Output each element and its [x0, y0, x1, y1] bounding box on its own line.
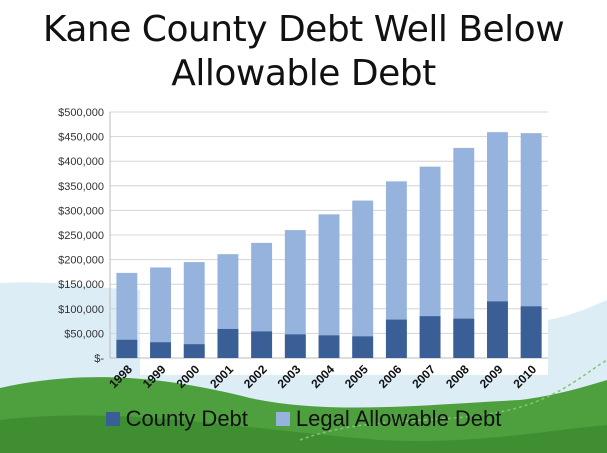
- bar-county-debt: [385, 319, 407, 358]
- y-tick-label: $450,000: [58, 132, 104, 144]
- title-line-1: Kane County Debt Well Below: [42, 9, 565, 50]
- x-tick-label: 1998: [106, 362, 135, 391]
- bar-county-debt: [352, 336, 374, 358]
- bar-county-debt: [487, 301, 508, 358]
- y-tick-label: $250,000: [58, 230, 104, 242]
- bar-county-debt: [251, 331, 273, 358]
- x-tick-label: 2009: [477, 362, 506, 391]
- bar-county-debt: [217, 328, 239, 358]
- x-tick-label: 2007: [409, 362, 438, 391]
- legend-item-legal-allowable-debt: Legal Allowable Debt: [275, 406, 502, 432]
- bar-legal-allowable-debt: [385, 181, 407, 358]
- y-tick-label: $50,000: [64, 328, 104, 340]
- bar-legal-allowable-debt: [183, 262, 205, 358]
- legend: County Debt Legal Allowable Debt: [0, 406, 607, 432]
- legend-item-county-debt: County Debt: [105, 406, 248, 432]
- bar-legal-allowable-debt: [419, 166, 441, 358]
- legend-label-county-debt: County Debt: [125, 406, 248, 431]
- y-tick-label: $350,000: [58, 181, 104, 193]
- y-tick-label: $300,000: [58, 205, 104, 217]
- legend-swatch-county-debt: [105, 412, 120, 426]
- bar-legal-allowable-debt: [150, 267, 171, 358]
- x-tick-label: 2000: [174, 362, 203, 391]
- bar-legal-allowable-debt: [453, 147, 475, 358]
- y-tick-label: $400,000: [58, 156, 104, 168]
- x-tick-label: 2005: [342, 362, 371, 391]
- bar-county-debt: [453, 318, 475, 358]
- legend-label-legal-allowable-debt: Legal Allowable Debt: [295, 406, 502, 431]
- bar-county-debt: [116, 339, 138, 358]
- bar-county-debt: [284, 334, 306, 358]
- bar-legal-allowable-debt: [520, 133, 542, 358]
- bar-county-debt: [419, 316, 441, 358]
- bar-legal-allowable-debt: [284, 230, 306, 358]
- x-tick-label: 2001: [207, 362, 236, 391]
- x-tick-label: 2010: [510, 362, 539, 391]
- x-tick-label: 2004: [308, 362, 337, 391]
- y-tick-label: $200,000: [58, 255, 104, 267]
- chart-title: Kane County Debt Well Below Allowable De…: [0, 8, 607, 96]
- x-tick-label: 2002: [241, 362, 270, 391]
- x-tick-label: 1999: [140, 362, 169, 391]
- y-tick-label: $150,000: [58, 279, 104, 291]
- bar-legal-allowable-debt: [352, 200, 374, 358]
- title-line-2: Allowable Debt: [171, 53, 436, 94]
- x-tick-label: 2008: [443, 362, 472, 391]
- bar-county-debt: [520, 306, 542, 358]
- y-tick-label: $100,000: [58, 304, 104, 316]
- bar-legal-allowable-debt: [116, 272, 138, 358]
- bar-legal-allowable-debt: [251, 242, 273, 358]
- bar-legal-allowable-debt: [318, 214, 340, 358]
- y-tick-label: $-: [94, 353, 104, 365]
- y-tick-label: $500,000: [58, 107, 104, 119]
- bar-county-debt: [318, 335, 340, 358]
- bar-county-debt: [183, 344, 205, 358]
- legend-swatch-legal-allowable-debt: [275, 412, 290, 426]
- x-tick-label: 2006: [376, 362, 405, 391]
- bar-county-debt: [150, 342, 171, 358]
- x-tick-label: 2003: [275, 362, 304, 391]
